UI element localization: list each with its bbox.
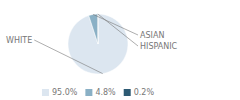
slice-annotation: HISPANIC [140, 42, 178, 51]
legend-swatch [85, 89, 92, 96]
leader-line [98, 14, 138, 46]
legend-item: 0.2% [124, 88, 155, 97]
legend-label: 95.0% [52, 88, 78, 97]
legend-item: 95.0% [42, 88, 78, 97]
slice-annotation: ASIAN [140, 31, 164, 40]
pie-slice [97, 14, 98, 44]
pie-slice [89, 14, 98, 44]
annotations: WHITE ASIAN HISPANIC [6, 14, 178, 74]
legend-label: 4.8% [95, 88, 116, 97]
legend: 95.0% 4.8% 0.2% [42, 88, 154, 97]
chart: WHITE ASIAN HISPANIC 95.0% 4.8% 0.2% [0, 0, 240, 100]
legend-swatch [42, 89, 49, 96]
legend-item: 4.8% [85, 88, 116, 97]
legend-swatch [124, 89, 131, 96]
legend-label: 0.2% [134, 88, 155, 97]
leader-line [34, 40, 102, 74]
slice-annotation: WHITE [6, 36, 32, 45]
pie-slice [68, 14, 128, 74]
leader-line [93, 14, 138, 35]
pie [68, 14, 128, 74]
